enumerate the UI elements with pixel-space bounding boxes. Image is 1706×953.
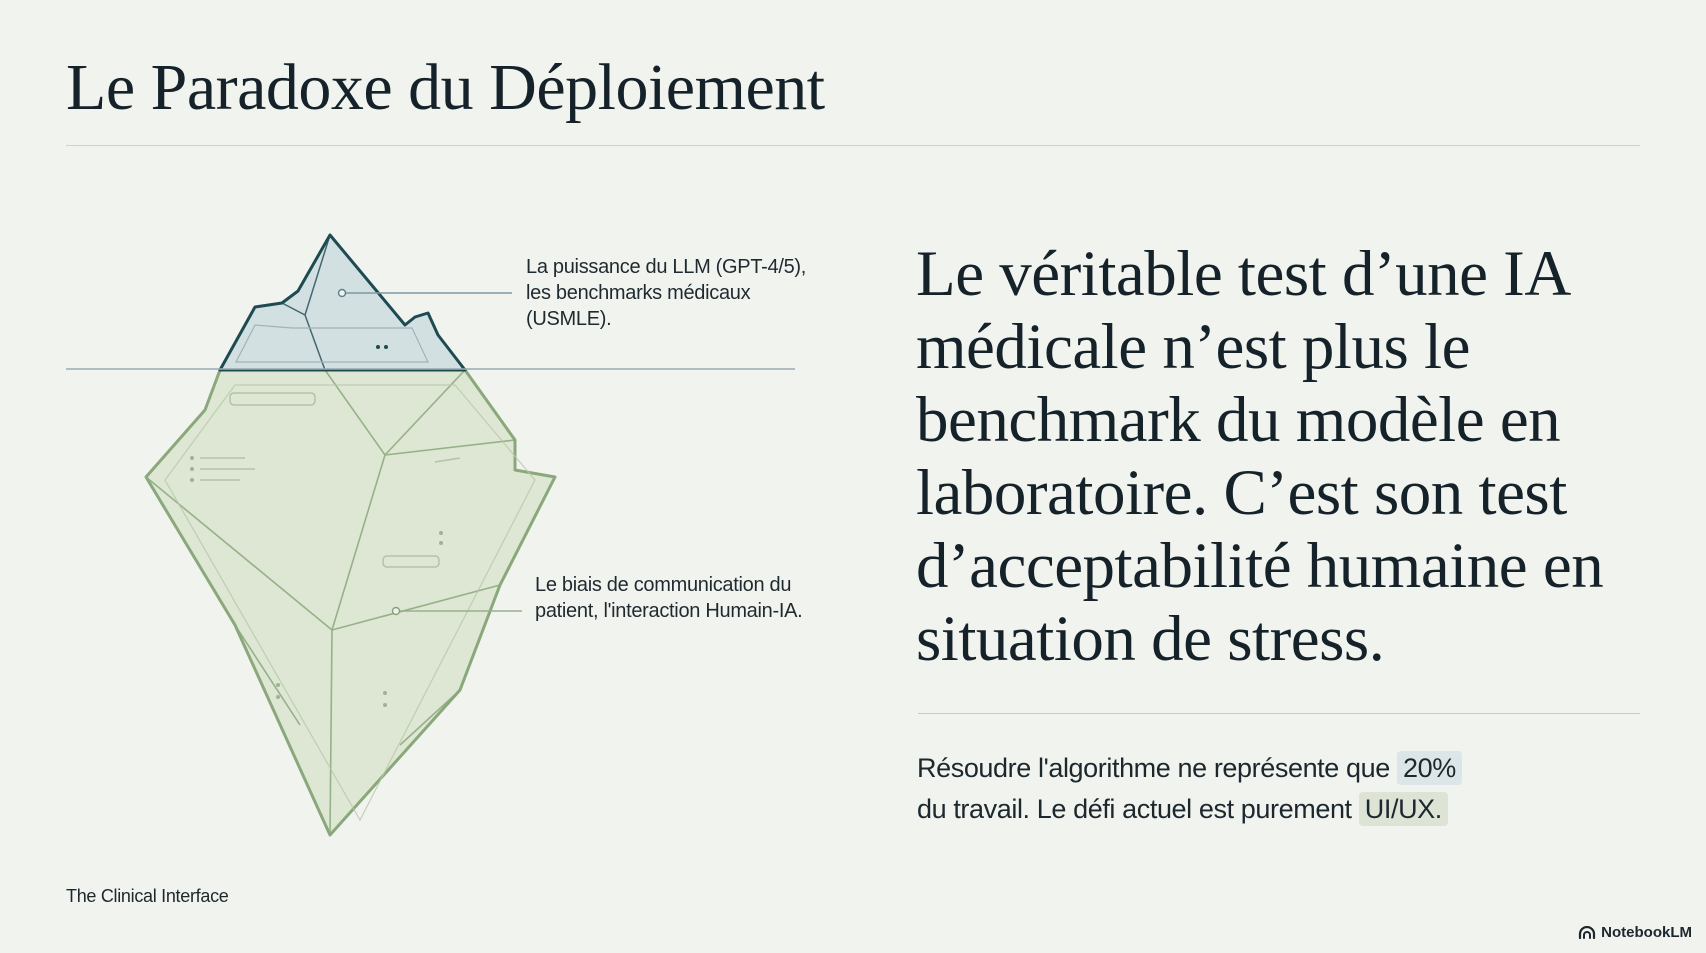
notebooklm-logo-icon: [1579, 926, 1596, 939]
footer-caption: The Clinical Interface: [66, 886, 229, 906]
main-statement: Le véritable test d’une IA médicale n’es…: [916, 238, 1604, 675]
iceberg-submerged: [144, 368, 557, 837]
title-divider: [66, 145, 1640, 146]
iceberg-tip-facets: [281, 234, 331, 371]
iceberg-facets: [145, 369, 516, 836]
brand-mark: NotebookLM: [1578, 924, 1692, 941]
page-title: Le Paradoxe du Déploiement: [66, 51, 825, 124]
iceberg-inset: [164, 384, 536, 822]
note-text-1: Résoudre l'algorithme ne représente que: [917, 753, 1390, 783]
iceberg-diagram: [66, 233, 795, 837]
iceberg-tip-inset: [235, 324, 429, 363]
statement-divider: [918, 713, 1640, 714]
conclusion-note: Résoudre l'algorithme ne représente que …: [917, 748, 1657, 830]
iceberg-ui-marks: [200, 392, 461, 568]
iceberg-tip: [218, 233, 467, 372]
label-hidden-body: Le biais de communication du patient, l'…: [535, 574, 803, 622]
highlight-uiux: UI/UX.: [1358, 792, 1448, 826]
iceberg-ui-dots: [190, 456, 443, 707]
label-visible-tip: La puissance du LLM (GPT-4/5), les bench…: [526, 256, 807, 330]
brand-name: NotebookLM: [1601, 924, 1692, 941]
note-text-2: du travail. Le défi actuel est purement: [917, 794, 1352, 824]
highlight-percentage: 20%: [1396, 751, 1462, 785]
